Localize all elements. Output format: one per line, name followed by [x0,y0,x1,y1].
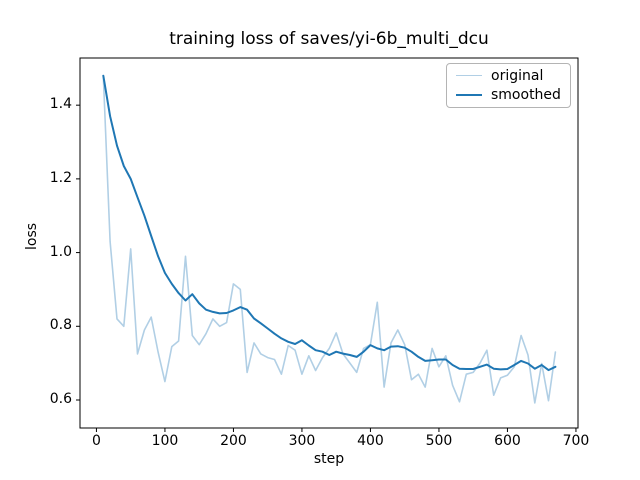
y-tick-label-1.0: 1.0 [49,243,72,260]
original-line-swatch [456,75,482,77]
chart-title: training loss of saves/yi-6b_multi_dcu [169,29,489,49]
smoothed-line [102,74,557,372]
original-line [102,74,557,404]
x-tick-label-500: 500 [425,433,453,449]
legend: original smoothed [446,63,571,108]
smoothed-line-swatch [456,94,482,97]
legend-entry-smoothed: smoothed [447,86,570,106]
y-tick-label-0.8: 0.8 [49,317,72,334]
legend-entry-original: original [447,66,570,86]
y-tick-label-1.4: 1.4 [49,96,72,113]
legend-label-original: original [491,67,544,84]
x-tick-label-600: 600 [494,433,521,449]
x-tick-label-400: 400 [357,433,384,449]
x-tick-label-300: 300 [288,433,316,449]
x-tick-label-100: 100 [151,433,179,449]
y-tick-label-0.6: 0.6 [49,390,72,407]
legend-label-smoothed: smoothed [491,87,561,104]
y-tick-label-1.2: 1.2 [49,169,72,186]
x-tick-label-0: 0 [91,433,101,449]
x-axis-label: step [313,451,345,467]
x-tick-label-700: 700 [562,433,590,449]
x-tick-label-200: 200 [220,433,247,449]
axes-spines [79,57,579,429]
